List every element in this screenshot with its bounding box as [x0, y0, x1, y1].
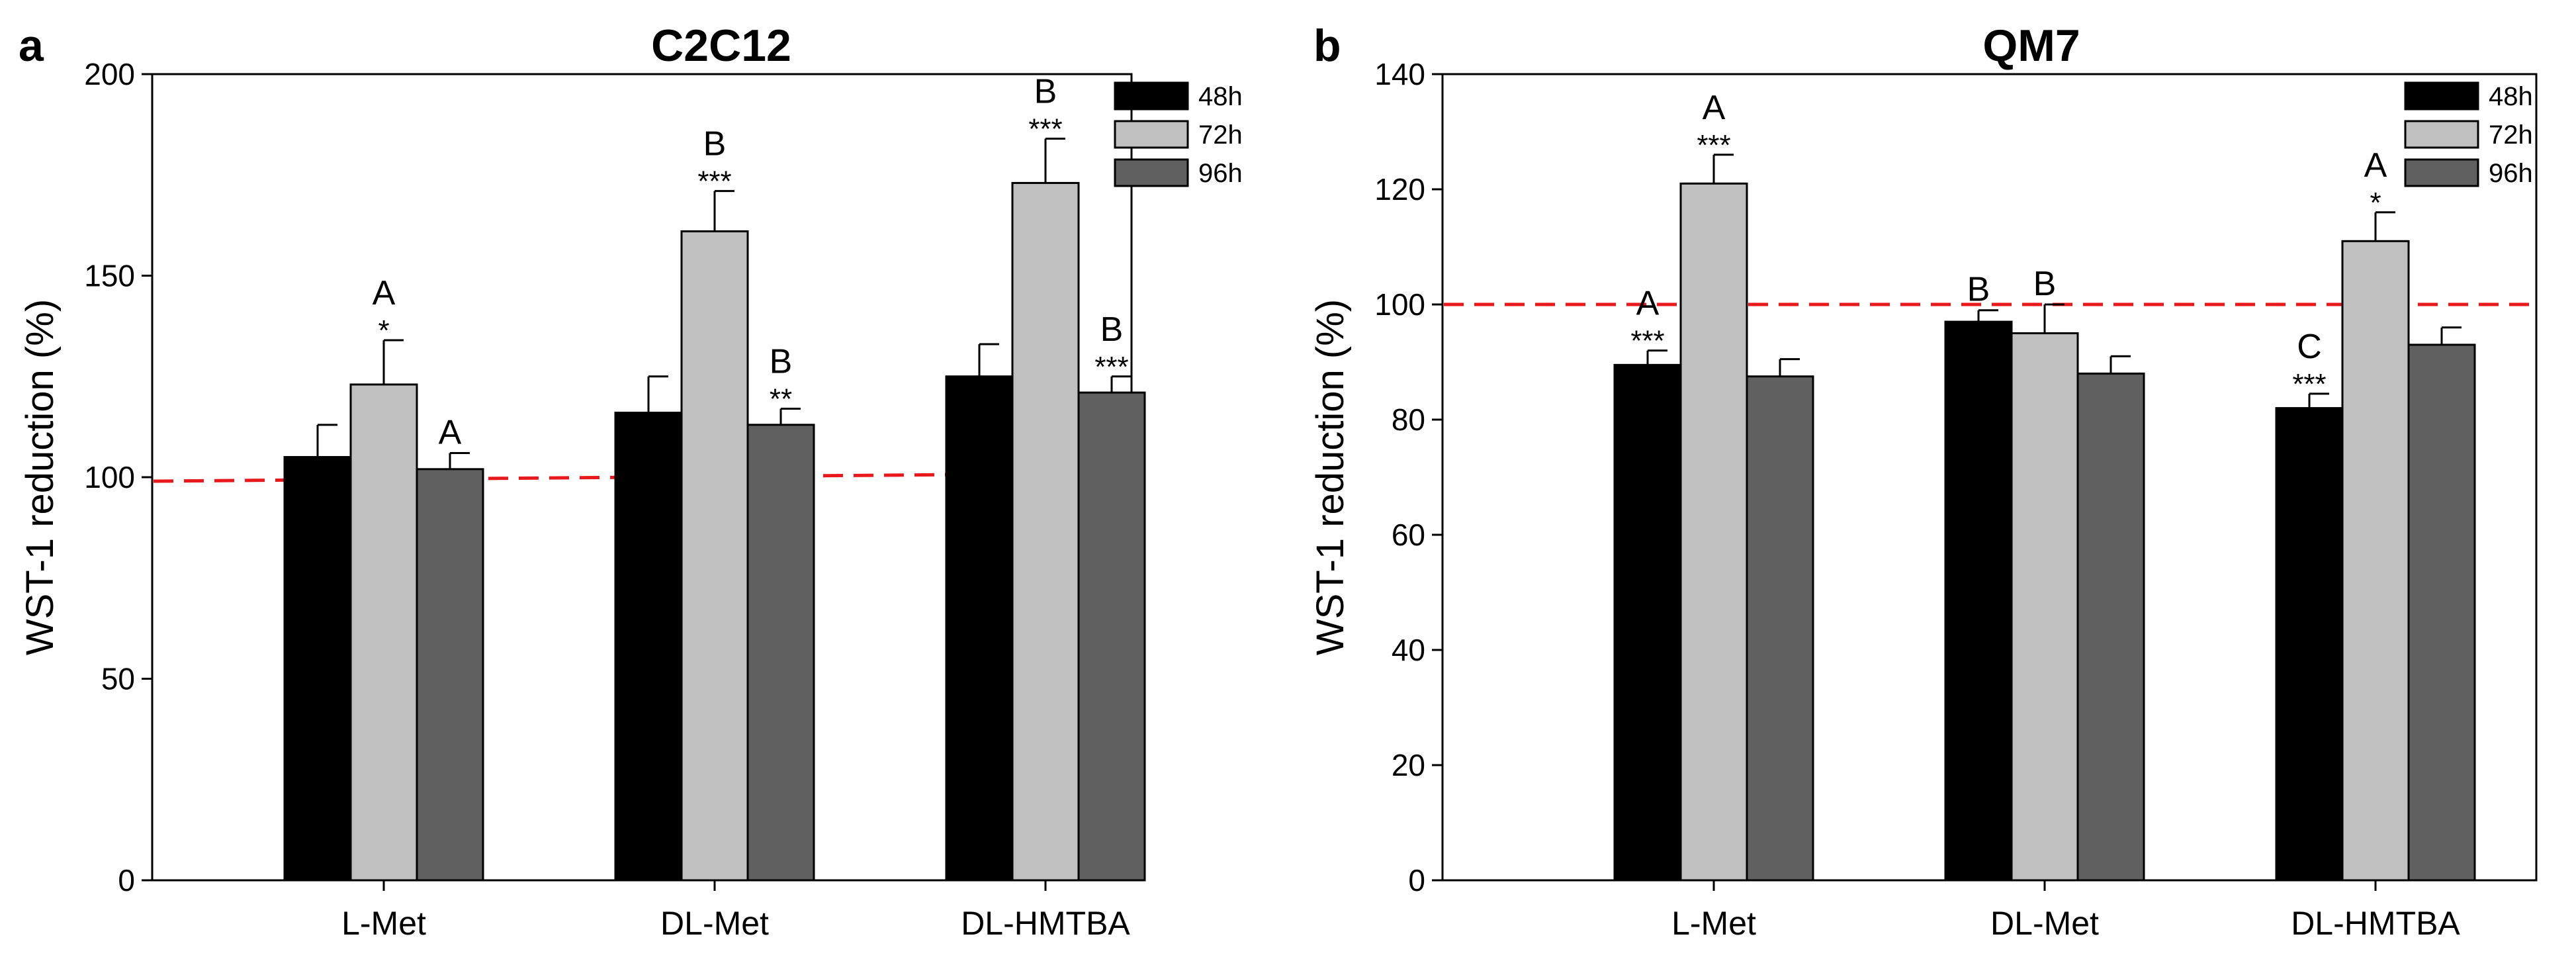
bar-48h-DL-HMTBA: [2275, 407, 2344, 882]
y-axis-title: WST-1 reduction (%): [19, 299, 62, 655]
y-tick-label: 0: [1408, 863, 1425, 897]
legend-label: 96h: [2489, 159, 2533, 188]
legend: 48h 72h 96h: [1114, 81, 1243, 188]
x-tick-label: DL-HMTBA: [2291, 905, 2460, 942]
significance-stars: ***: [1630, 325, 1664, 357]
legend-swatch-96h: [1114, 158, 1189, 187]
bar-48h-DL-HMTBA: [945, 375, 1014, 882]
significance-stars: *: [2370, 187, 2381, 219]
group-letter: A: [373, 274, 396, 312]
x-tick-label: DL-Met: [1990, 905, 2099, 942]
group-letter: A: [439, 413, 462, 451]
panel-b: b QM7 0 20 40 60 80 100 120 140 WST-1 reduction (%…: [1309, 21, 2538, 942]
significance-stars: ***: [1697, 129, 1730, 161]
group-letter: B: [1100, 310, 1124, 349]
bar-96h-DL-Met: [746, 424, 815, 882]
legend: 48h 72h 96h: [2404, 81, 2533, 188]
bar-48h-L-Met: [283, 456, 352, 882]
y-tick-label: 0: [118, 863, 135, 897]
bar-48h-DL-Met: [614, 412, 683, 882]
group-letter: A: [2364, 146, 2387, 185]
group-letter: A: [1636, 285, 1660, 323]
chart-title: QM7: [1982, 21, 2080, 71]
bar-72h-DL-Met: [680, 230, 749, 882]
group-letter: B: [2033, 265, 2057, 303]
group-letter: B: [1034, 72, 1057, 111]
group-letter: B: [703, 125, 727, 163]
legend-swatch-72h: [1114, 120, 1189, 149]
bar-72h-L-Met: [1679, 182, 1748, 882]
y-tick-label: 140: [1374, 57, 1425, 91]
group-letter: A: [1703, 89, 1726, 127]
significance-stars: ***: [697, 165, 731, 198]
bar-72h-L-Met: [349, 383, 418, 882]
bar-96h-L-Met: [1746, 375, 1814, 882]
x-tick-label: DL-HMTBA: [961, 905, 1130, 942]
significance-stars: ***: [1094, 351, 1128, 383]
panel-letter: b: [1313, 21, 1341, 71]
y-tick-label: 20: [1392, 748, 1425, 782]
y-tick-label: 60: [1392, 518, 1425, 552]
x-tick-label: DL-Met: [660, 905, 769, 942]
significance-stars: **: [770, 383, 792, 415]
legend-swatch-48h: [1114, 81, 1189, 111]
bar-96h-DL-Met: [2076, 372, 2145, 882]
significance-stars: *: [378, 314, 389, 347]
legend-swatch-96h: [2404, 158, 2479, 187]
panel-letter: a: [19, 21, 44, 71]
y-tick-label: 50: [101, 662, 135, 696]
bar-48h-L-Met: [1613, 363, 1682, 882]
legend-swatch-48h: [2404, 81, 2479, 111]
legend-swatch-72h: [2404, 120, 2479, 149]
chart-title: C2C12: [651, 21, 791, 71]
y-tick-label: 100: [1374, 287, 1425, 322]
legend-label: 72h: [2489, 120, 2533, 150]
y-tick-label: 200: [84, 57, 135, 91]
group-letter: C: [2297, 328, 2322, 366]
y-tick-label: 40: [1392, 633, 1425, 667]
x-tick-label: L-Met: [341, 905, 426, 942]
significance-stars: ***: [2292, 368, 2326, 400]
y-tick-label: 150: [84, 259, 135, 293]
y-tick-label: 80: [1392, 402, 1425, 437]
legend-label: 72h: [1198, 120, 1243, 150]
legend-label: 48h: [1198, 82, 1243, 111]
y-axis-title: WST-1 reduction (%): [1309, 299, 1352, 655]
bar-72h-DL-Met: [2010, 332, 2079, 882]
y-tick-label: 100: [84, 460, 135, 494]
bar-72h-DL-HMTBA: [2341, 240, 2410, 882]
y-tick-label: 120: [1374, 172, 1425, 207]
x-tick-label: L-Met: [1671, 905, 1756, 942]
legend-label: 48h: [2489, 82, 2533, 111]
significance-stars: ***: [1028, 113, 1062, 145]
group-letter: B: [770, 342, 793, 381]
legend-label: 96h: [1198, 159, 1243, 188]
bar-96h-DL-HMTBA: [2407, 344, 2476, 882]
bar-96h-DL-HMTBA: [1077, 391, 1146, 882]
bar-96h-L-Met: [416, 468, 484, 882]
group-letter: B: [1967, 271, 1990, 309]
bar-72h-DL-HMTBA: [1011, 181, 1080, 882]
bar-48h-DL-Met: [1944, 320, 2013, 882]
